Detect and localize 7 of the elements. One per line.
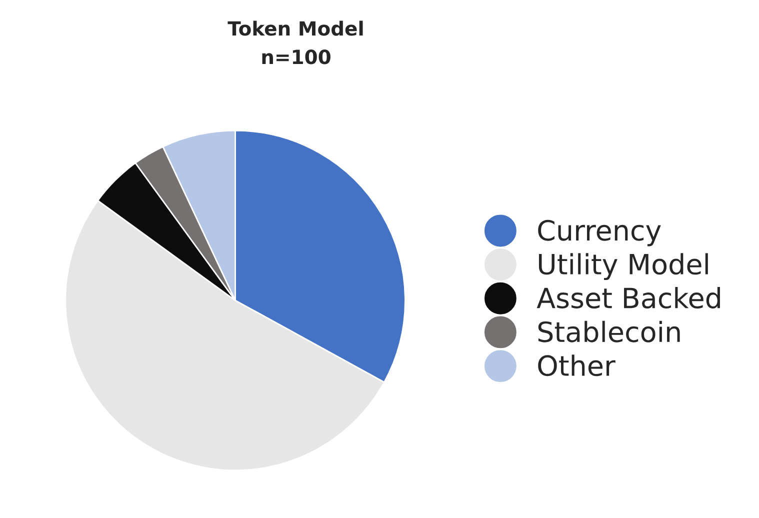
legend-label: Other: [538, 354, 616, 376]
legend-label: Utility Model: [538, 253, 708, 280]
legend-label: Stablecoin: [538, 320, 680, 342]
chart-title: Token Model: [228, 20, 363, 36]
legend-label: Asset Backed: [536, 287, 720, 308]
legend-label: Currency: [538, 220, 661, 246]
chart-subtitle: n=100: [262, 50, 330, 64]
